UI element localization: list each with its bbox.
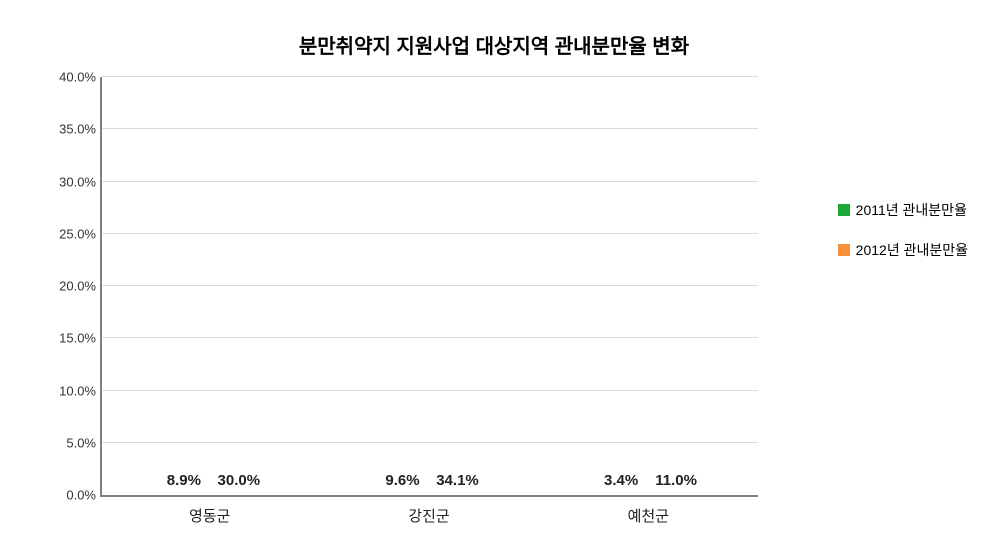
gridline	[102, 390, 758, 391]
plot: 8.9%30.0%9.6%34.1%3.4%11.0% 0.0%5.0%10.0…	[100, 77, 758, 497]
ytick-label: 20.0%	[59, 279, 102, 294]
gridline	[102, 181, 758, 182]
legend-swatch	[838, 204, 850, 216]
legend-label: 2011년 관내분만율	[856, 200, 967, 220]
x-axis-labels: 영동군 강진군 예천군	[100, 505, 758, 526]
x-axis-label: 강진군	[374, 505, 484, 526]
ytick-label: 0.0%	[66, 488, 102, 503]
ytick-label: 30.0%	[59, 174, 102, 189]
legend-item: 2011년 관내분만율	[838, 200, 968, 220]
chart-container: 분만취약지 지원사업 대상지역 관내분만율 변화 8.9% 30.0% 9.6% 34…	[0, 0, 988, 555]
bar-value-label: 8.9%	[167, 472, 201, 489]
ytick-label: 35.0%	[59, 122, 102, 137]
bar-value-label: 30.0%	[218, 472, 261, 489]
ytick-label: 5.0%	[66, 435, 102, 450]
gridline	[102, 76, 758, 77]
ytick-label: 40.0%	[59, 70, 102, 85]
gridline	[102, 285, 758, 286]
bar-value-label: 9.6%	[385, 472, 419, 489]
ytick-label: 25.0%	[59, 226, 102, 241]
legend-label: 2012년 관내분만율	[856, 240, 968, 260]
plot-area: 8.9%30.0%9.6%34.1%3.4%11.0% 0.0%5.0%10.0…	[100, 77, 758, 497]
legend: 2011년 관내분만율 2012년 관내분만율	[838, 200, 968, 280]
bar-value-label: 3.4%	[604, 472, 638, 489]
gridline	[102, 233, 758, 234]
ytick-label: 10.0%	[59, 383, 102, 398]
gridline	[102, 337, 758, 338]
chart-title: 분만취약지 지원사업 대상지역 관내분만율 변화	[40, 30, 948, 59]
x-axis-label: 예천군	[593, 505, 703, 526]
bar-value-label: 34.1%	[436, 472, 479, 489]
legend-item: 2012년 관내분만율	[838, 240, 968, 260]
bar-value-label: 11.0%	[655, 472, 697, 489]
ytick-label: 15.0%	[59, 331, 102, 346]
gridline	[102, 442, 758, 443]
bars-row: 8.9% 30.0% 9.6% 34.1% 3.4% 11.0%	[102, 77, 758, 495]
gridline	[102, 128, 758, 129]
x-axis-label: 영동군	[155, 505, 265, 526]
legend-swatch	[838, 244, 850, 256]
